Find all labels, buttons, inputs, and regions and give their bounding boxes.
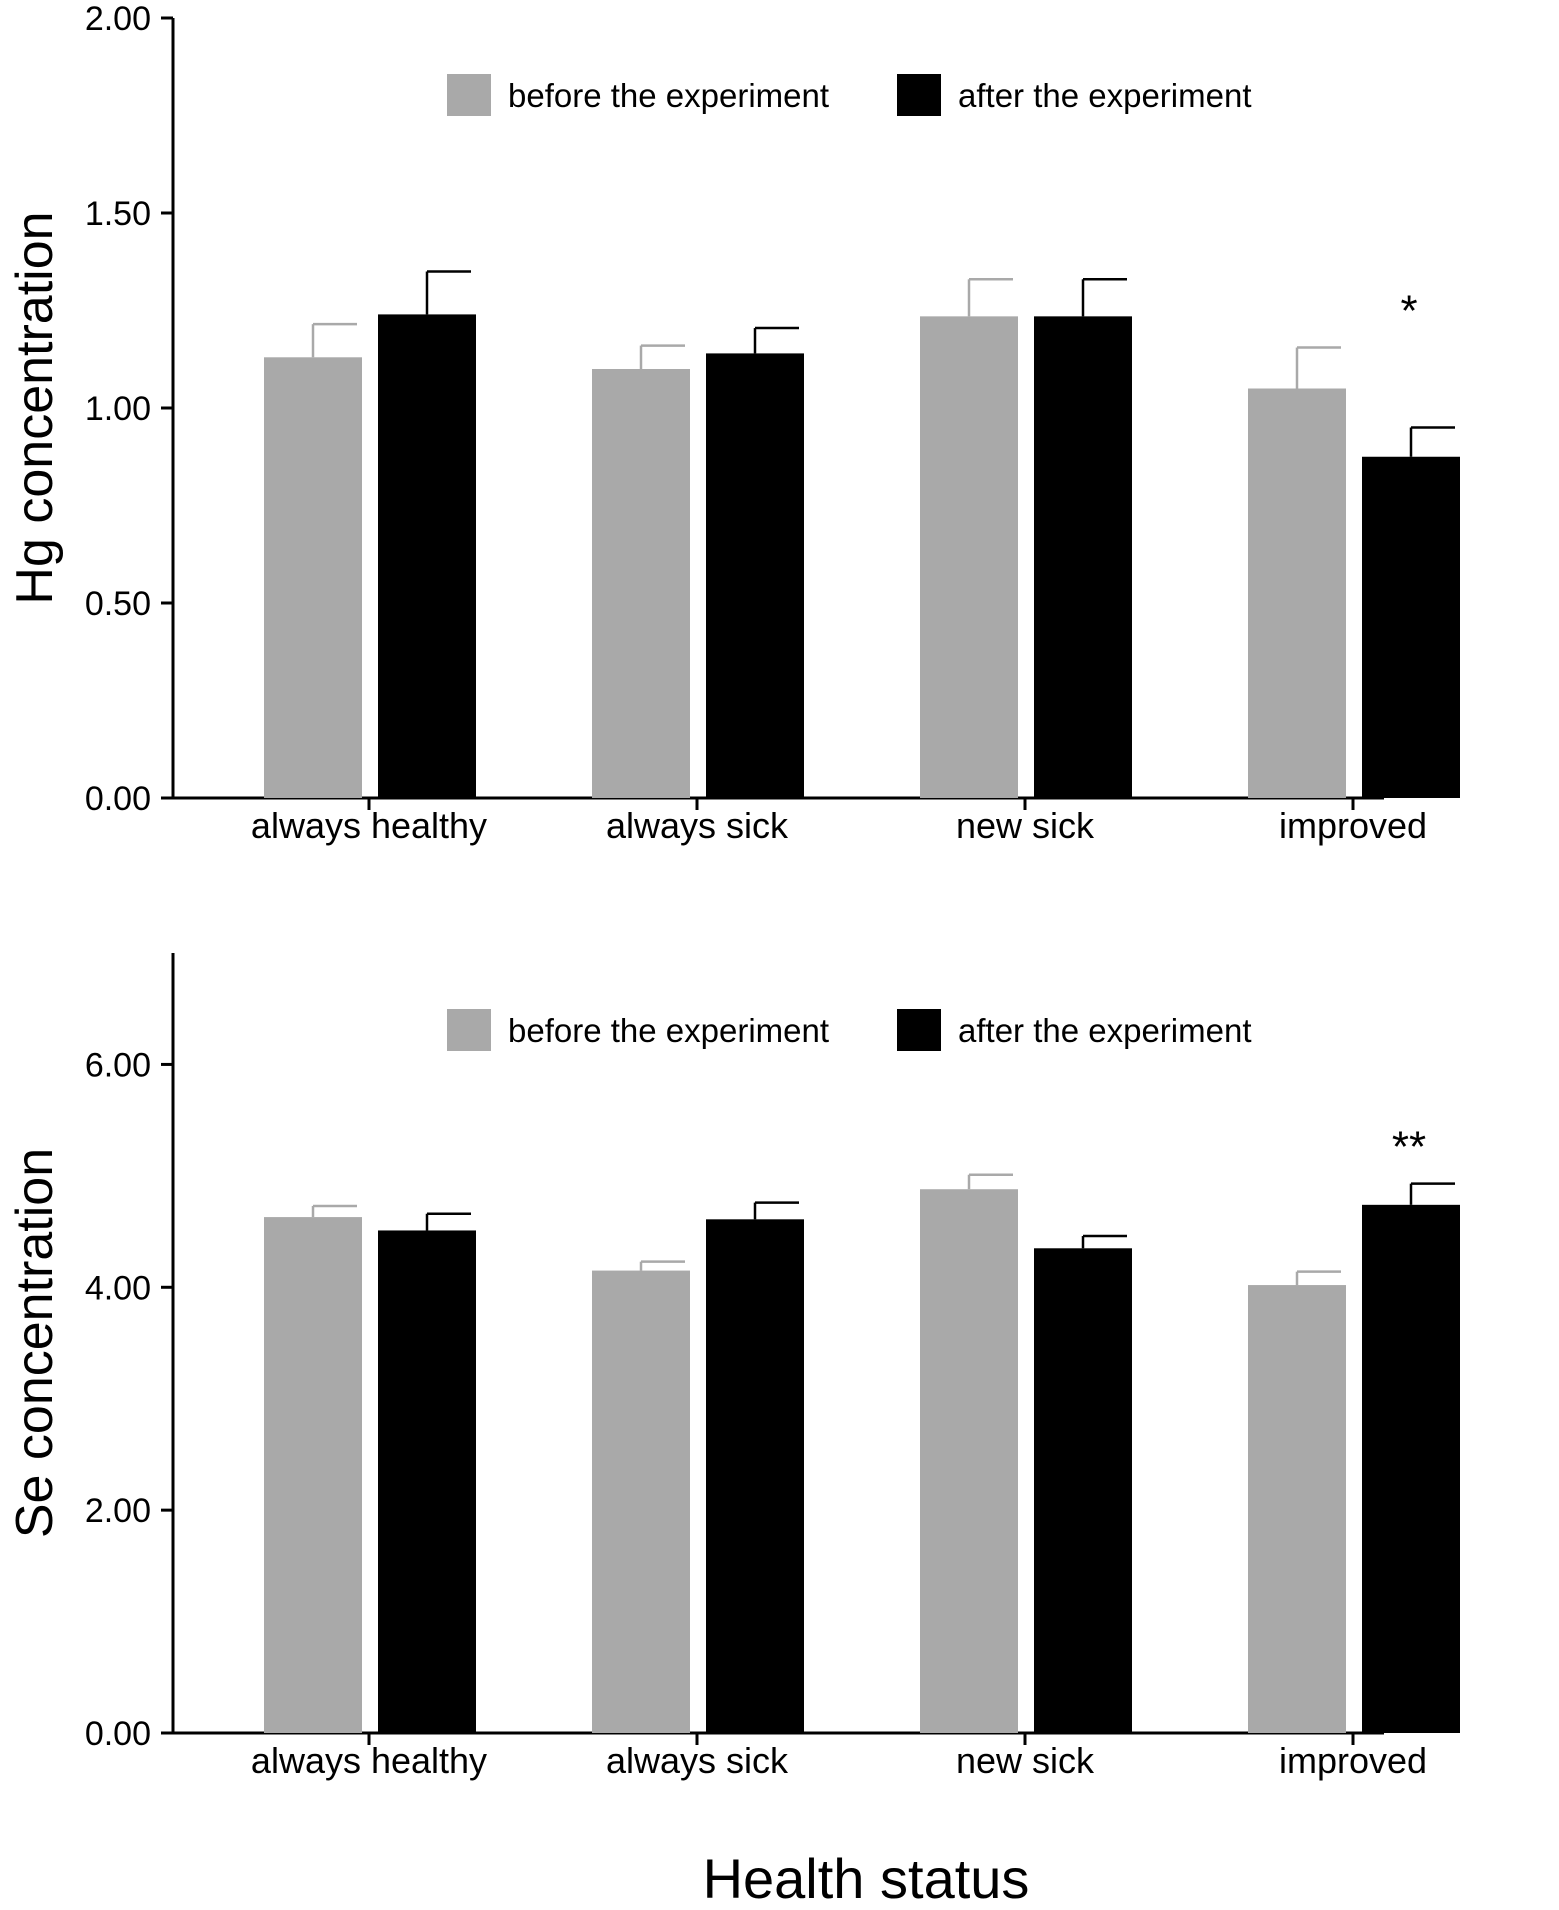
x-tick-label: new sick: [956, 805, 1095, 846]
x-tick-label: always sick: [606, 1740, 789, 1781]
x-tick-label: new sick: [956, 1740, 1095, 1781]
bar-before: [920, 316, 1018, 798]
x-tick-label: always healthy: [251, 1740, 487, 1781]
bar-before: [1248, 388, 1346, 798]
y-axis-label: Se concentration: [6, 1148, 64, 1538]
bar-after: [1362, 456, 1460, 798]
y-tick-label: 4.00: [85, 1269, 151, 1307]
y-tick-label: 1.00: [85, 390, 151, 428]
y-axis-label: Hg concentration: [6, 211, 64, 604]
bar-before: [592, 1270, 690, 1733]
bar-after: [706, 1219, 804, 1733]
bar-before: [920, 1189, 1018, 1733]
legend-swatch-after: [897, 1009, 941, 1051]
bar-after: [1034, 1248, 1132, 1733]
bar-after: [1034, 316, 1132, 798]
bar-before: [592, 369, 690, 798]
y-tick-label: 1.50: [85, 195, 151, 233]
y-tick-label: 0.50: [85, 585, 151, 623]
x-tick-label: improved: [1279, 805, 1427, 846]
x-tick-label: improved: [1279, 1740, 1427, 1781]
legend: before the experiment after the experimen…: [447, 74, 1252, 116]
x-tick-label: always sick: [606, 805, 789, 846]
y-tick-label: 2.00: [85, 0, 151, 38]
significance-marker: **: [1392, 1123, 1426, 1172]
bar-before: [264, 1217, 362, 1733]
chart-panel-se: 0.00 2.00 4.00 6.00 always healthy always sic…: [6, 953, 1460, 1910]
legend-swatch-before: [447, 1009, 491, 1051]
y-tick-label: 6.00: [85, 1046, 151, 1084]
legend-swatch-before: [447, 74, 491, 116]
x-tick-label: always healthy: [251, 805, 487, 846]
legend-swatch-after: [897, 74, 941, 116]
bar-before: [1248, 1285, 1346, 1733]
significance-marker: *: [1400, 287, 1417, 336]
chart-panel-hg: 0.00 0.50 1.00 1.50 2.00 always healthy always…: [6, 0, 1460, 846]
x-axis-label: Health status: [703, 1847, 1030, 1910]
legend-label: before the experiment: [508, 1012, 829, 1049]
bar-after: [1362, 1204, 1460, 1733]
bar-before: [264, 357, 362, 798]
y-tick-label: 2.00: [85, 1492, 151, 1530]
bar-after: [378, 1230, 476, 1733]
y-tick-label: 0.00: [85, 780, 151, 818]
legend-label: before the experiment: [508, 77, 829, 114]
y-tick-label: 0.00: [85, 1715, 151, 1753]
bar-after: [378, 314, 476, 798]
legend-label: after the experiment: [958, 1012, 1252, 1049]
legend: before the experiment after the experimen…: [447, 1009, 1252, 1051]
legend-label: after the experiment: [958, 77, 1252, 114]
bar-after: [706, 353, 804, 798]
